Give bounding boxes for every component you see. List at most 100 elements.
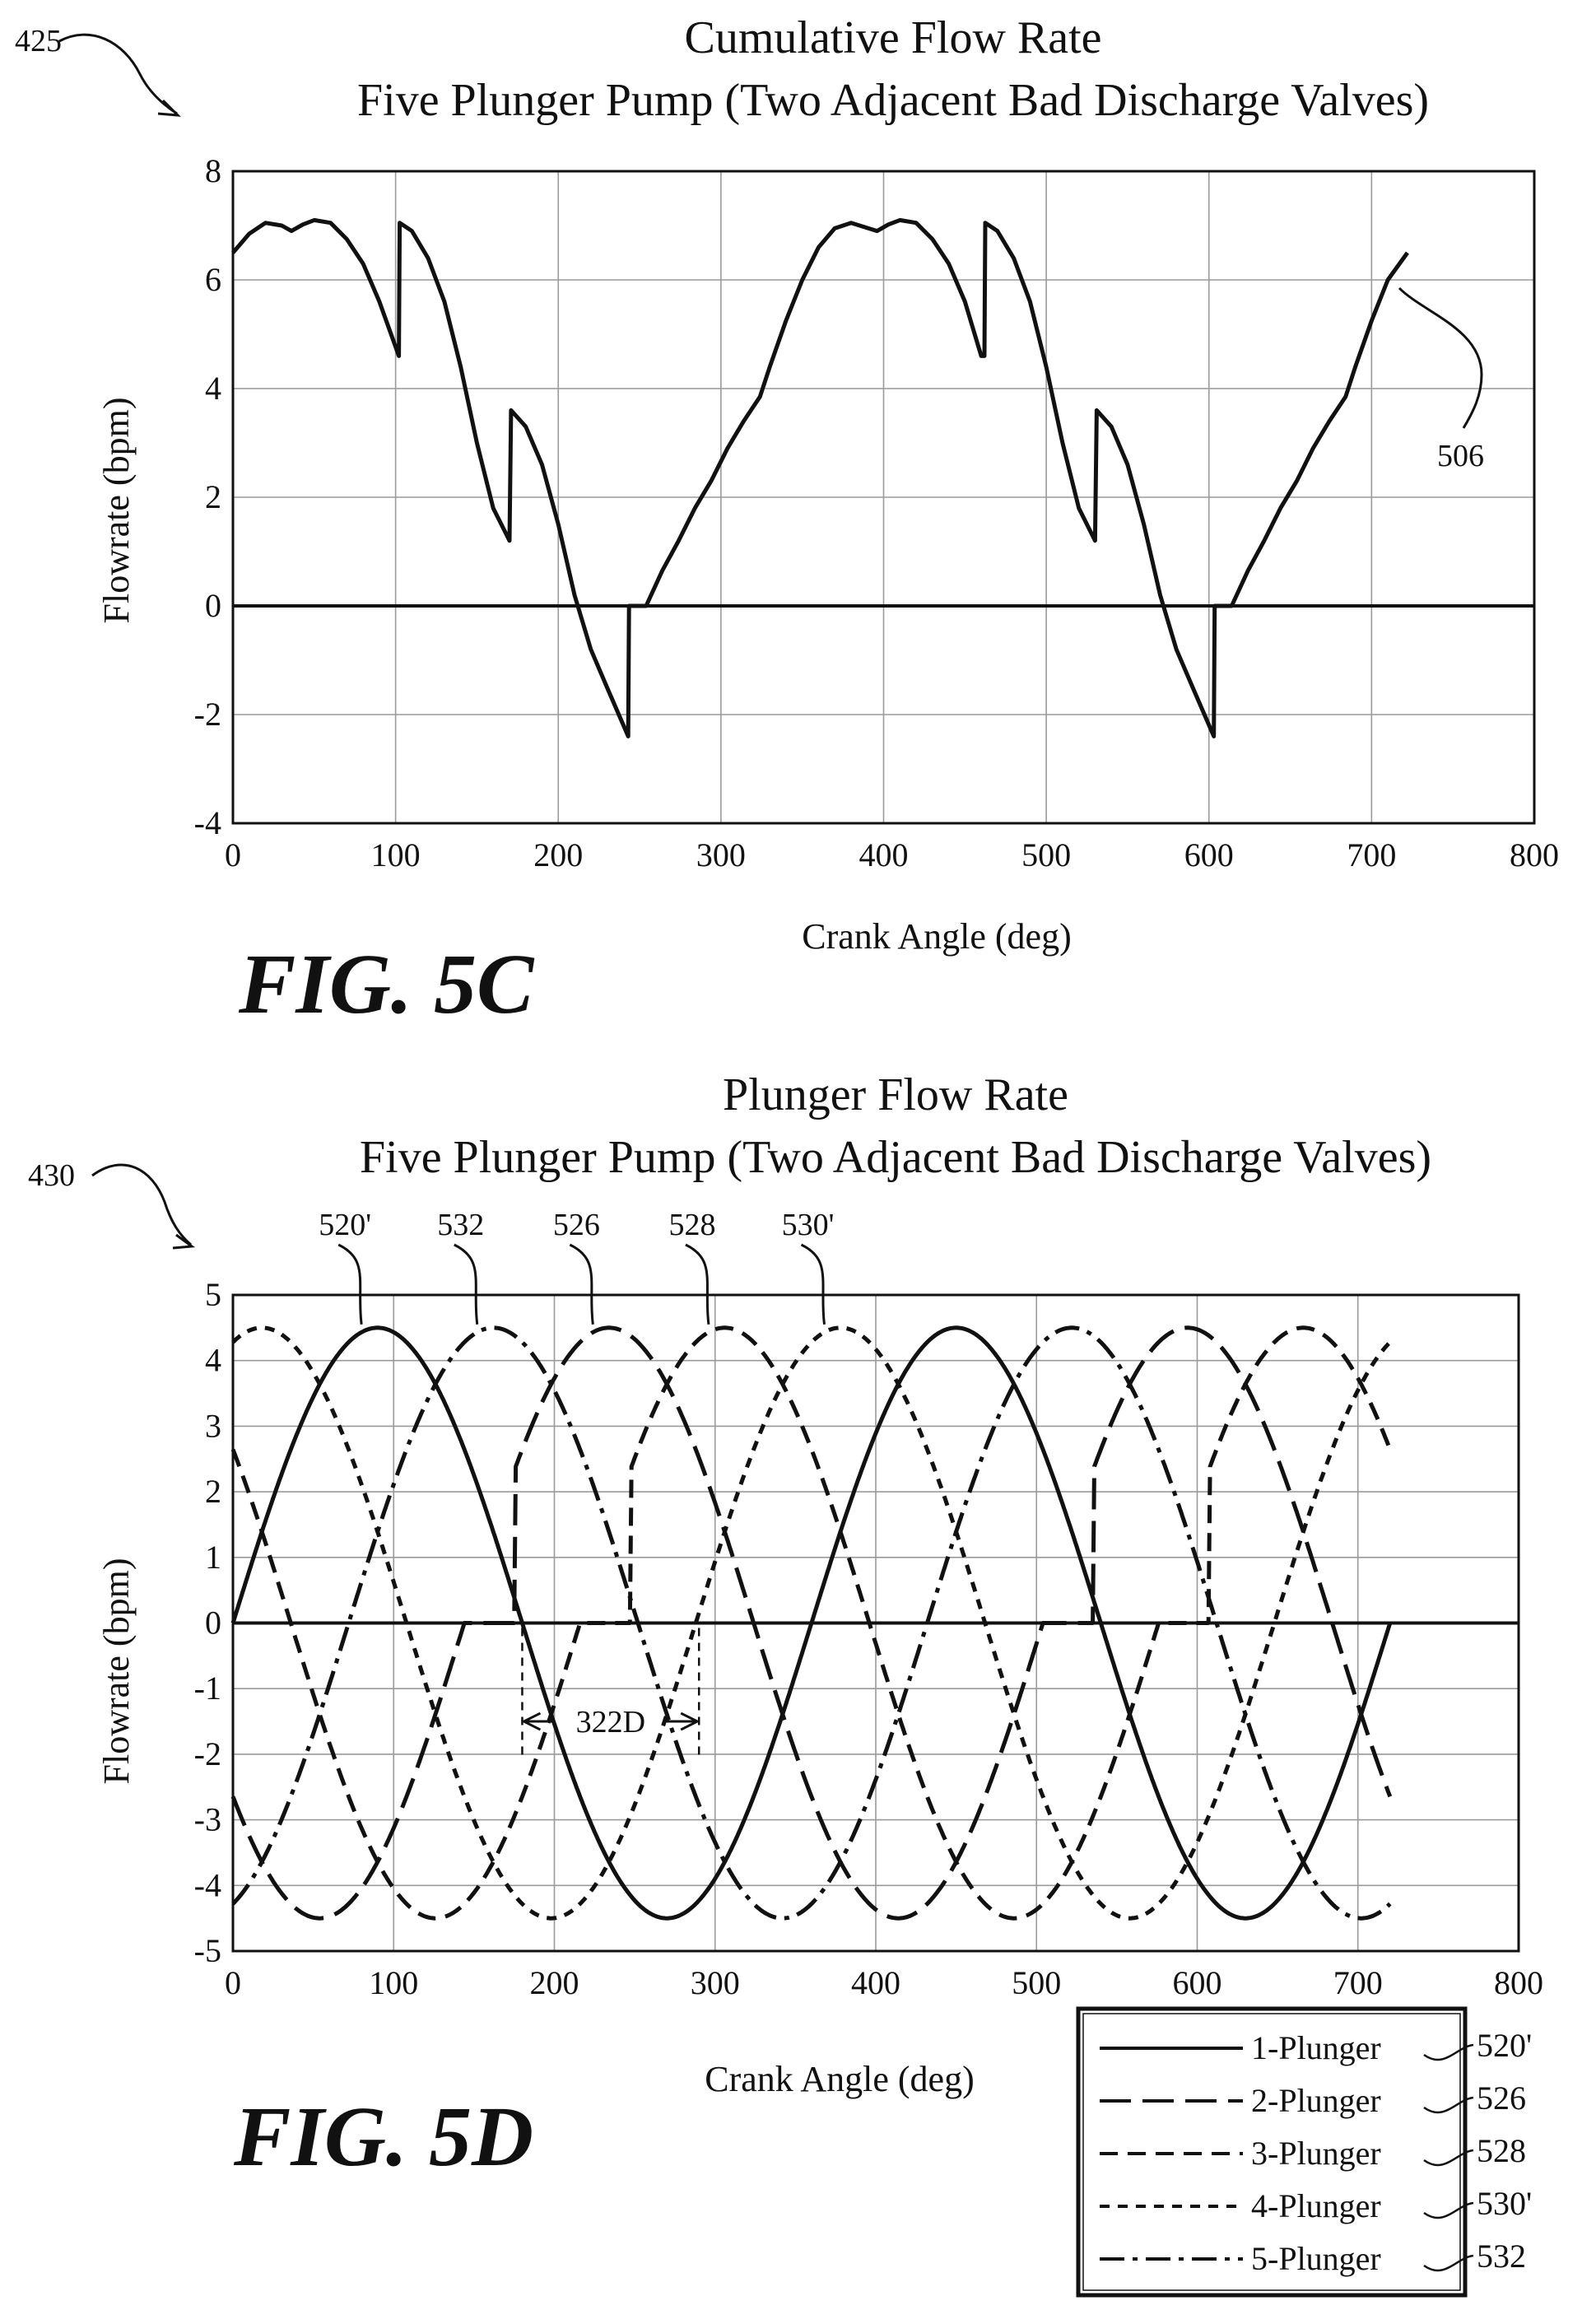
- chart-5c-x-ticks: 0 100 200 300 400 500 600 700 800: [225, 836, 1559, 873]
- chart-5d-peak-ref-label: 530': [782, 1208, 835, 1242]
- chart-5d-figure-label: FIG. 5D: [233, 2089, 533, 2184]
- chart-5c-grid: [233, 171, 1534, 823]
- chart-5d-series-1-line: [230, 1325, 1393, 1921]
- chart-5c-y-axis-label: Flowrate (bpm): [96, 398, 137, 624]
- chart-5d-legend-label: 1-Plunger: [1251, 2029, 1381, 2066]
- chart-5c-series-line: [231, 217, 1409, 738]
- c1-y-tick-label: 2: [205, 478, 221, 515]
- chart-5d: 430 Plunger Flow Rate Five Plunger Pump …: [28, 1069, 1543, 2298]
- chart-5d-dimension: 322D: [521, 1628, 700, 1761]
- c2-y-tick-label: -2: [194, 1735, 221, 1772]
- c1-y-tick-label: 8: [205, 152, 221, 189]
- chart-5c-subtitle: Five Plunger Pump (Two Adjacent Bad Disc…: [357, 75, 1429, 126]
- chart-5d-peak-ref-label: 520': [319, 1208, 371, 1242]
- chart-5d-legend-ref-label: 520': [1477, 2027, 1532, 2064]
- chart-5d-peak-ref-leader: [800, 1243, 826, 1325]
- c2-y-tick-label: -1: [194, 1670, 221, 1707]
- chart-5c-x-axis-label: Crank Angle (deg): [802, 916, 1071, 957]
- chart-5d-legend-ref-label: 532: [1477, 2238, 1526, 2275]
- c2-x-tick-label: 400: [851, 1964, 900, 2001]
- chart-5c-title: Cumulative Flow Rate: [684, 12, 1101, 63]
- c1-x-tick-label: 600: [1184, 836, 1234, 873]
- c2-y-tick-label: -3: [194, 1801, 221, 1838]
- chart-5d-dimension-arrowhead-left: [521, 1712, 542, 1731]
- c1-x-tick-label: 300: [696, 836, 746, 873]
- c1-x-tick-label: 200: [533, 836, 583, 873]
- c1-y-tick-label: 0: [205, 587, 221, 624]
- chart-5d-legend-ref-leader: [1423, 2096, 1474, 2114]
- chart-5d-series-2-line: [230, 1325, 1393, 1921]
- c2-y-tick-label: 4: [205, 1342, 221, 1379]
- c2-y-tick-label: -4: [194, 1866, 221, 1903]
- chart-5d-y-ticks: 5 4 3 2 1 0 -1 -2 -3 -4 -5: [194, 1276, 221, 1969]
- c1-y-tick-label: 6: [205, 261, 221, 298]
- chart-5d-dimension-label-bg: [567, 1700, 654, 1737]
- c1-x-tick-label: 100: [371, 836, 421, 873]
- chart-5d-legend: 1-Plunger 520' 2-Plunger 526 3-Plunger 528 4-P…: [1076, 2006, 1532, 2298]
- c2-y-tick-label: 5: [205, 1276, 221, 1313]
- chart-5d-y-axis-label: Flowrate (bpm): [96, 1558, 137, 1785]
- chart-5d-legend-label: 5-Plunger: [1251, 2240, 1381, 2277]
- c2-y-tick-label: 2: [205, 1473, 221, 1510]
- chart-5c-series-ref-label: 506: [1437, 439, 1484, 473]
- chart-5d-legend-ref-label: 528: [1477, 2132, 1526, 2169]
- chart-5d-legend-label: 3-Plunger: [1251, 2135, 1381, 2172]
- c1-y-tick-label: -4: [194, 804, 221, 841]
- c2-y-tick-label: 1: [205, 1539, 221, 1576]
- chart-5d-peak-ref-label: 532: [437, 1208, 484, 1242]
- c2-y-tick-label: -5: [194, 1932, 221, 1969]
- chart-5d-ref-leader: [91, 1163, 192, 1246]
- chart-5d-legend-ref-leader: [1423, 2149, 1474, 2167]
- chart-5d-ref-arrowhead: [172, 1233, 196, 1250]
- c2-x-tick-label: 800: [1494, 1964, 1543, 2001]
- chart-5d-peak-ref-leader: [685, 1243, 710, 1325]
- chart-5d-series-4-line: [231, 1325, 1392, 1921]
- c2-y-tick-label: 0: [205, 1604, 221, 1642]
- chart-5d-legend-ref-label: 526: [1477, 2079, 1526, 2117]
- c1-x-tick-label: 700: [1347, 836, 1396, 873]
- c1-x-tick-label: 0: [225, 836, 241, 873]
- c2-x-tick-label: 300: [691, 1964, 740, 2001]
- chart-5d-series-group: [230, 1325, 1393, 1921]
- chart-5d-legend-label: 4-Plunger: [1251, 2187, 1381, 2224]
- chart-5d-series-3-line: [230, 1325, 1393, 1921]
- chart-5d-ref-label: 430: [28, 1158, 75, 1193]
- chart-5d-legend-ref-leader: [1423, 2201, 1474, 2219]
- c2-x-tick-label: 700: [1333, 1964, 1383, 2001]
- chart-5d-legend-inner-box: [1082, 2013, 1461, 2291]
- chart-5d-legend-ref-leader: [1423, 2254, 1474, 2272]
- c2-x-tick-label: 0: [225, 1964, 241, 2001]
- c1-x-tick-label: 500: [1021, 836, 1071, 873]
- chart-5d-x-ticks: 0 100 200 300 400 500 600 700 800: [225, 1964, 1543, 2001]
- chart-5c-plot-frame: [231, 170, 1536, 825]
- chart-5d-legend-ref-leader: [1423, 2043, 1474, 2061]
- chart-5c-ref-arrowhead: [157, 99, 181, 117]
- chart-5d-peak-ref-label: 526: [553, 1208, 600, 1242]
- chart-5c-figure-label: FIG. 5C: [238, 937, 535, 1032]
- chart-5d-peak-ref-label: 528: [668, 1208, 715, 1242]
- chart-5d-peak-ref-leader: [337, 1243, 363, 1325]
- chart-5d-dimension-arrowhead-right: [680, 1712, 700, 1731]
- c2-x-tick-label: 100: [369, 1964, 418, 2001]
- chart-5c-series-ref-leader: [1398, 286, 1483, 429]
- chart-5d-peak-ref-leader: [454, 1243, 479, 1325]
- chart-5d-peak-ref-leader: [569, 1243, 594, 1325]
- c1-x-tick-label: 400: [859, 836, 909, 873]
- chart-5d-x-axis-label: Crank Angle (deg): [705, 2059, 974, 2099]
- chart-5c-y-ticks: 8 6 4 2 0 -2 -4: [194, 152, 221, 841]
- c2-x-tick-label: 500: [1012, 1964, 1061, 2001]
- chart-5d-subtitle: Five Plunger Pump (Two Adjacent Bad Disc…: [360, 1132, 1431, 1183]
- chart-5d-legend-ref-label: 530': [1477, 2185, 1532, 2222]
- c2-y-tick-label: 3: [205, 1407, 221, 1444]
- chart-5d-title: Plunger Flow Rate: [723, 1069, 1068, 1120]
- chart-5d-series-5-line: [231, 1325, 1392, 1921]
- c1-y-tick-label: 4: [205, 370, 221, 407]
- chart-5d-plot-frame: [231, 1293, 1520, 1953]
- chart-5d-dimension-label: 322D: [576, 1705, 645, 1739]
- c1-y-tick-label: -2: [194, 696, 221, 733]
- c2-x-tick-label: 600: [1173, 1964, 1222, 2001]
- chart-5c-ref-leader: [58, 33, 178, 115]
- c2-x-tick-label: 200: [530, 1964, 579, 2001]
- c1-x-tick-label: 800: [1510, 836, 1559, 873]
